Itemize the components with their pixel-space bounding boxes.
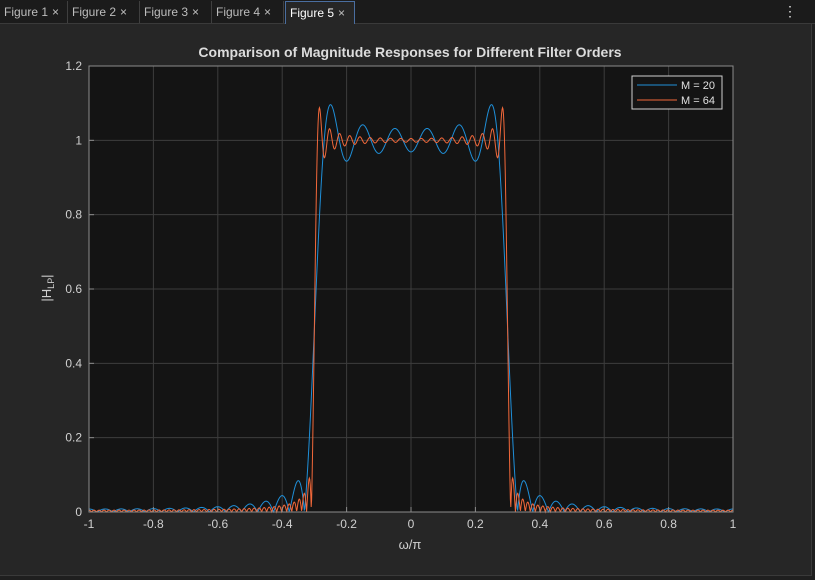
x-tick-label: 0 [408,517,415,531]
x-axis-label: ω/π [399,537,422,552]
y-axis-label-subscript: LP [46,278,56,289]
chart-title: Comparison of Magnitude Responses for Di… [198,44,621,60]
x-tick-label: -0.2 [336,517,357,531]
legend-label-m64: M = 64 [681,95,715,107]
tab-label: Figure 5 [290,6,335,20]
legend: M = 20 M = 64 [631,75,723,110]
y-tick-label: 1.2 [65,59,82,73]
tab-figure-5[interactable]: Figure 5 × [285,1,355,24]
y-tick-label: 1 [75,133,82,147]
tab-figure-4[interactable]: Figure 4 × [212,1,284,23]
y-tick-label: 0.6 [65,282,82,296]
tab-label: Figure 1 [4,5,49,19]
tab-label: Figure 4 [216,5,261,19]
figure-tab-bar: Figure 1 × Figure 2 × Figure 3 × Figure 4 × … [0,0,815,24]
series-line-m20 [88,104,734,514]
x-tick-label: 0.4 [531,517,548,531]
close-icon[interactable]: × [52,5,60,19]
y-axis-label-main: |H [39,289,54,302]
x-tick-label: 0.2 [467,517,484,531]
x-tick-label: -0.6 [207,517,228,531]
figure-canvas: -1 -0.8 -0.6 -0.4 -0.2 0 0.2 0.4 0.6 0.8 1 0 0.2 0.4 0… [0,24,812,576]
y-tick-label: 0.4 [65,356,82,370]
more-options-icon[interactable]: ⋮ [783,3,797,19]
y-tick-label: 0.8 [65,208,82,222]
close-icon[interactable]: × [120,5,128,19]
tab-figure-3[interactable]: Figure 3 × [140,1,212,23]
legend-label-m20: M = 20 [681,80,715,92]
tab-figure-2[interactable]: Figure 2 × [68,1,140,23]
legend-box [631,75,723,110]
y-axis-label-end: | [39,274,54,277]
tick-labels: -1 -0.8 -0.6 -0.4 -0.2 0 0.2 0.4 0.6 0.8 1 0 0.2 0.4 0… [65,59,736,531]
y-tick-label: 0 [75,505,82,519]
x-tick-label: 0.8 [660,517,677,531]
y-tick-label: 0.2 [65,431,82,445]
x-tick-label: 1 [730,517,737,531]
y-axis-label: |HLP| [39,274,56,301]
tab-label: Figure 2 [72,5,117,19]
close-icon[interactable]: × [192,5,200,19]
tab-figure-1[interactable]: Figure 1 × [0,1,68,23]
x-tick-label: -0.8 [143,517,164,531]
tab-label: Figure 3 [144,5,189,19]
close-icon[interactable]: × [264,5,272,19]
x-tick-label: -1 [84,517,95,531]
chart: -1 -0.8 -0.6 -0.4 -0.2 0 0.2 0.4 0.6 0.8 1 0 0.2 0.4 0… [39,44,737,552]
x-tick-label: -0.4 [272,517,293,531]
x-tick-label: 0.6 [596,517,613,531]
close-icon[interactable]: × [338,6,346,20]
